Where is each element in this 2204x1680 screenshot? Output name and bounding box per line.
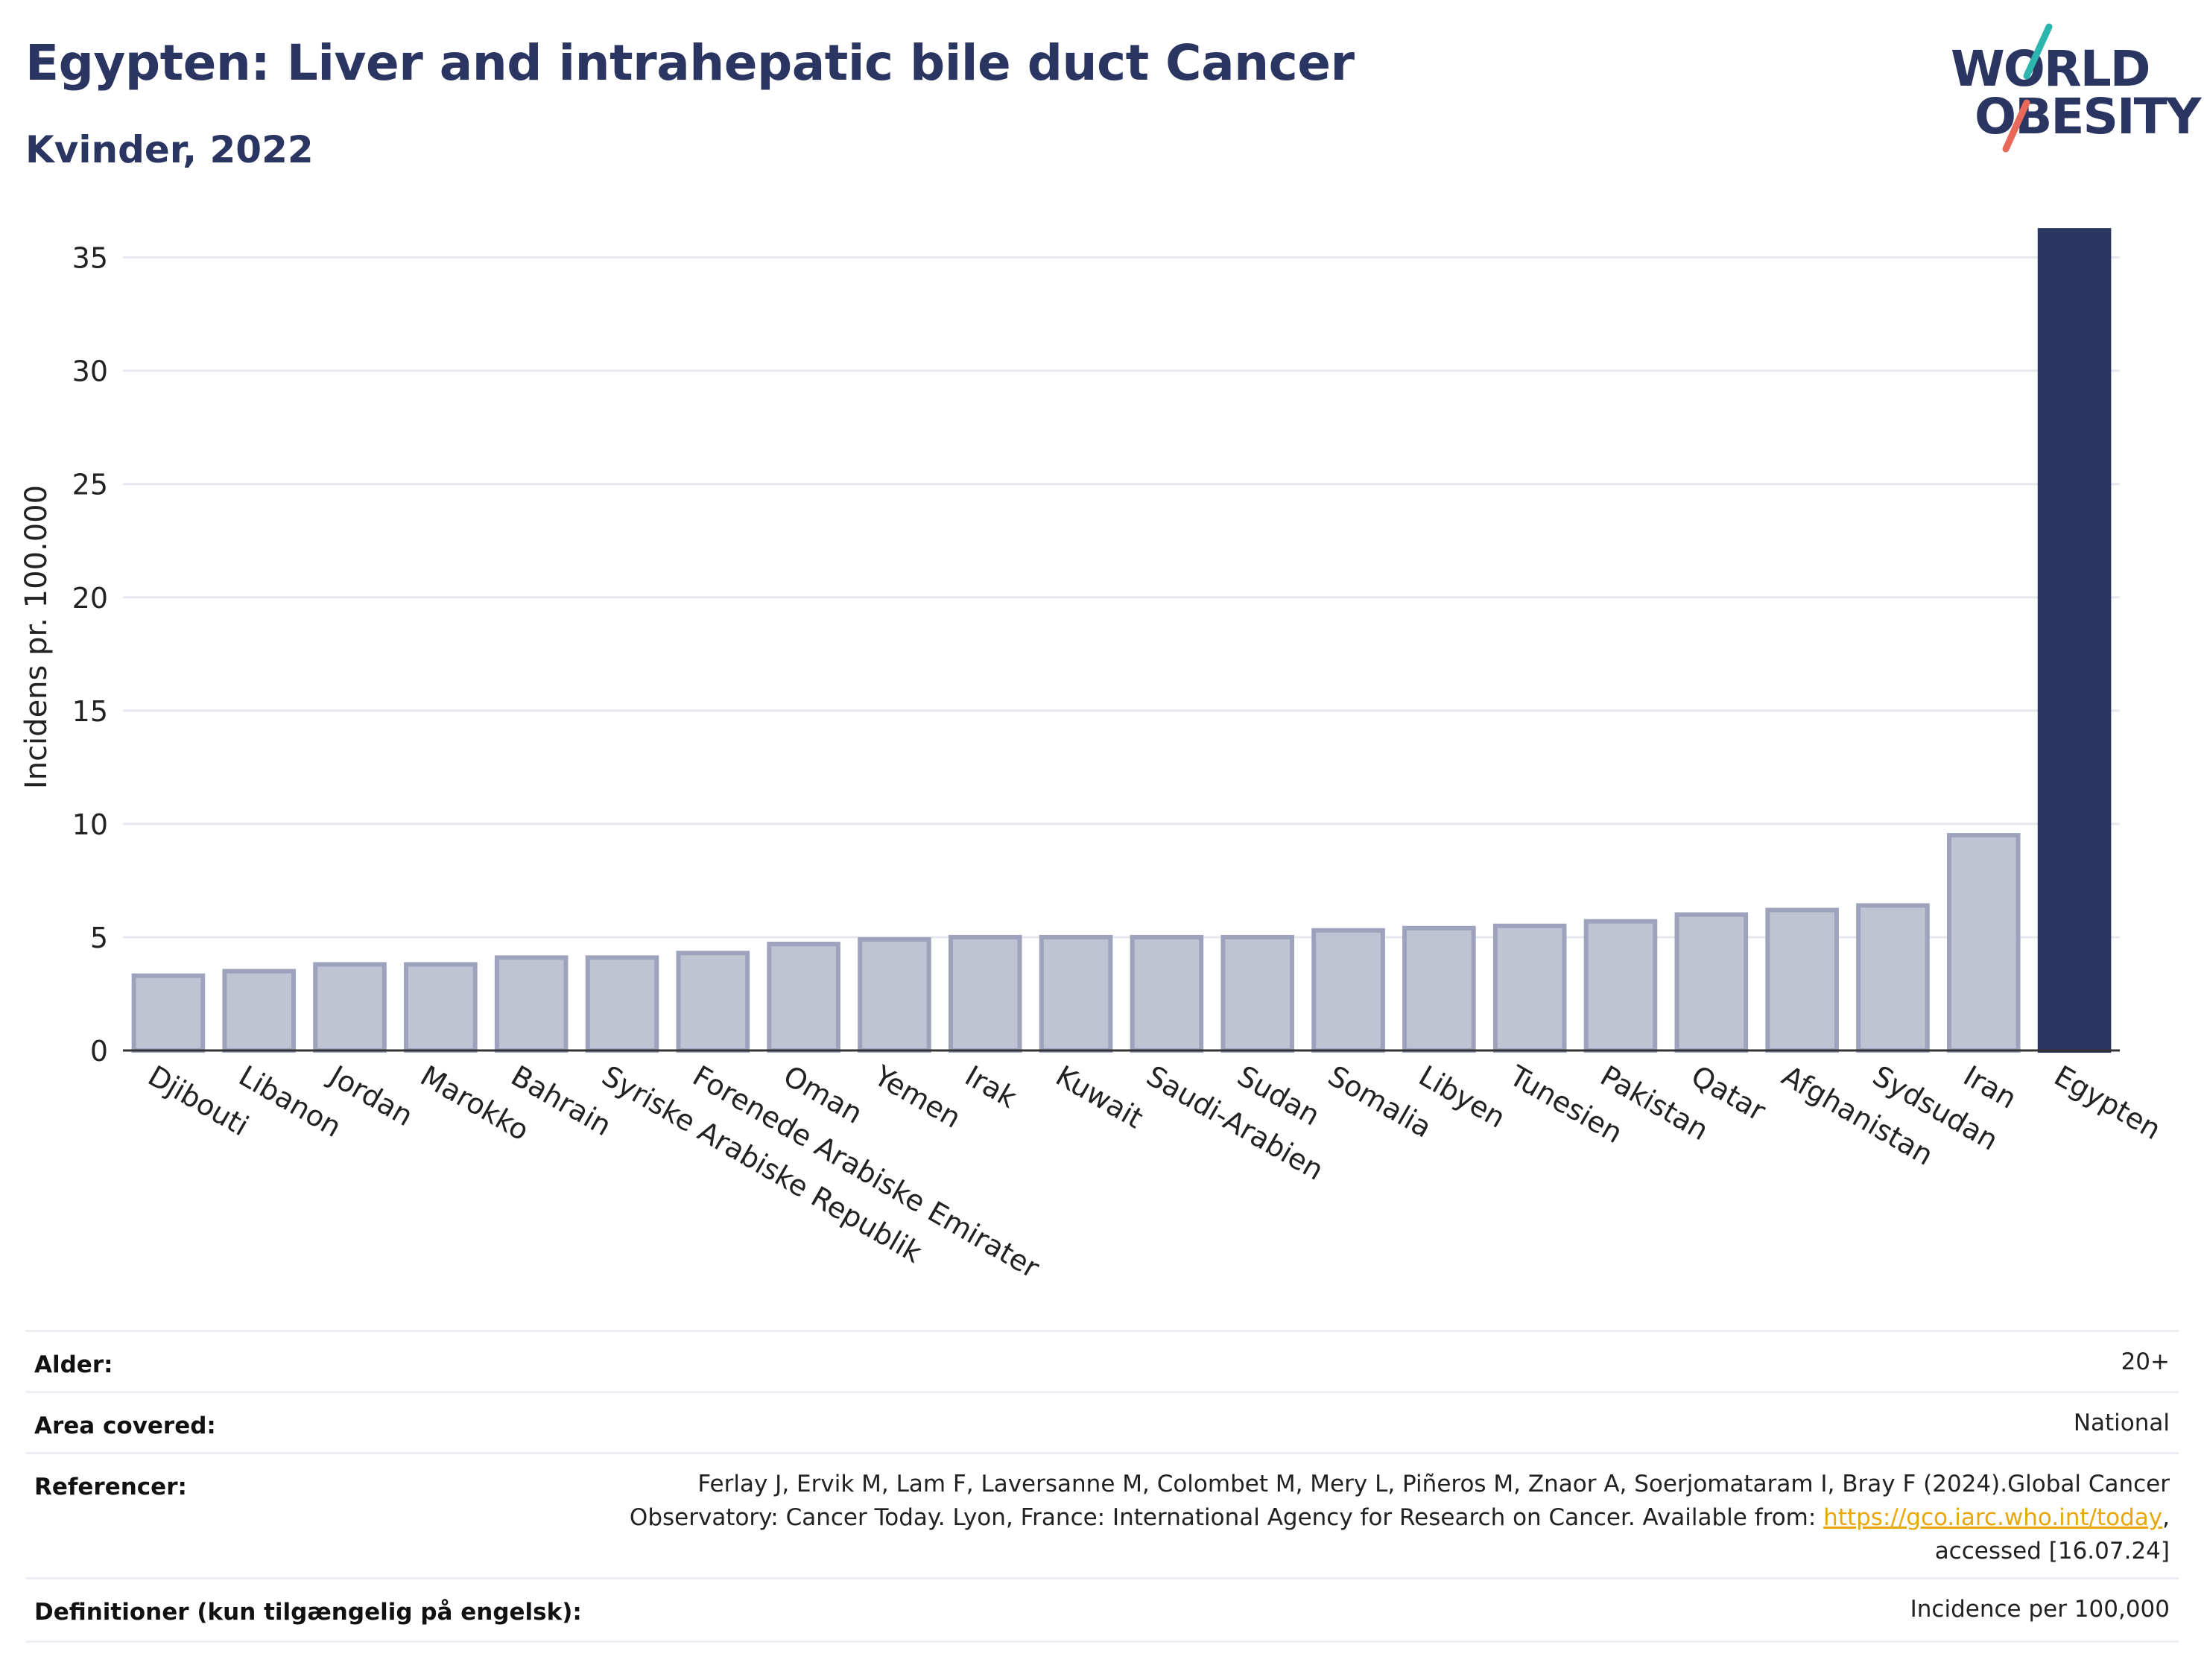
y-tick-label: 0 [90,1035,108,1068]
x-tick-label: Iran [1958,1059,2022,1115]
bar-kuwait [1039,934,1113,1053]
definitions-value: Incidence per 100,000 [1910,1596,2170,1623]
reference-link[interactable]: https://gco.iarc.who.int/today [1823,1504,2163,1531]
logo-line-1: WORLD [1951,40,2151,98]
reference-line-2: Observatory: Cancer Today. Lyon, France:… [630,1501,2170,1535]
chart-title: Egypten: Liver and intrahepatic bile duc… [25,34,1355,92]
y-tick-label: 20 [72,582,108,615]
references-value: Ferlay J, Ervik M, Lam F, Laversanne M, … [630,1468,2170,1568]
meta-row-age: Alder: 20+ [25,1330,2179,1393]
y-tick-label: 15 [72,695,108,728]
world-obesity-logo: WORLD OBESITY [1937,22,2201,156]
age-label: Alder: [34,1351,113,1378]
bars [131,228,2112,1053]
meta-row-area: Area covered: National [25,1391,2179,1454]
bar-syriske-arabiske-republik [585,955,659,1053]
bar-somalia [1311,928,1385,1053]
bar-forenede-arabiske-emirater [676,951,750,1053]
x-tick-label: Irak [960,1059,1022,1115]
bar-libanon [222,969,297,1053]
y-tick-labels: 0 5 10 15 20 25 30 35 [72,242,108,1068]
bar-oman [767,942,840,1053]
reference-line-2-text: Observatory: Cancer Today. Lyon, France:… [629,1504,1824,1531]
bar-yemen [858,936,931,1053]
meta-row-references: Referencer: Ferlay J, Ervik M, Lam F, La… [25,1452,2179,1579]
y-tick-label: 25 [72,469,108,501]
y-tick-label: 30 [72,355,108,388]
age-value: 20+ [2121,1348,2170,1375]
area-label: Area covered: [34,1413,216,1439]
bar-pakistan [1583,919,1658,1053]
bar-chart: 0 5 10 15 20 25 30 35 DjiboutiLibanonJordanMaro… [19,228,2167,1285]
bar-marokko [404,962,478,1053]
bar-egypten [2037,228,2112,1053]
references-label: Referencer: [34,1474,187,1500]
x-tick-label: Somalia [1323,1059,1437,1144]
x-tick-label: Kuwait [1051,1059,1149,1135]
meta-row-definitions: Definitioner (kun tilgængelig på engelsk… [25,1577,2179,1643]
bar-tunesien [1492,923,1567,1053]
area-value: National [2073,1410,2170,1436]
logo-slash-icon [2002,23,2053,153]
x-tick-label: Egypten [2049,1059,2167,1147]
bar-djibouti [131,973,206,1053]
bar-qatar [1674,912,1749,1053]
bar-sudan [1220,934,1295,1053]
x-tick-label: Yemen [868,1059,966,1135]
bar-libyen [1402,925,1476,1053]
y-tick-label: 10 [72,808,108,841]
reference-line-2-end: , [2162,1504,2170,1531]
bar-irak [948,934,1022,1053]
x-tick-label: Afghanistan [1776,1059,1939,1172]
bar-bahrain [494,955,569,1053]
bar-sydsudan [1856,903,1930,1053]
chart-subtitle: Kvinder, 2022 [25,128,314,171]
y-tick-label: 35 [72,242,108,275]
bar-jordan [313,962,387,1053]
y-tick-label: 5 [90,922,108,954]
reference-line-1: Ferlay J, Ervik M, Lam F, Laversanne M, … [697,1471,2170,1497]
reference-line-3: accessed [16.07.24] [1934,1538,2170,1565]
definitions-label: Definitioner (kun tilgængelig på engelsk… [34,1599,582,1626]
y-axis-label: Incidens pr. 100.000 [19,485,54,789]
bar-saudi-arabien [1130,934,1204,1053]
gridlines [123,256,2120,939]
x-tick-label: Djibouti [142,1059,254,1143]
x-tick-labels: DjiboutiLibanonJordanMarokkoBahrainSyris… [142,1059,2166,1285]
bar-iran [1946,833,2021,1053]
bar-afghanistan [1765,907,1839,1053]
x-tick-label: Libanon [233,1059,346,1144]
